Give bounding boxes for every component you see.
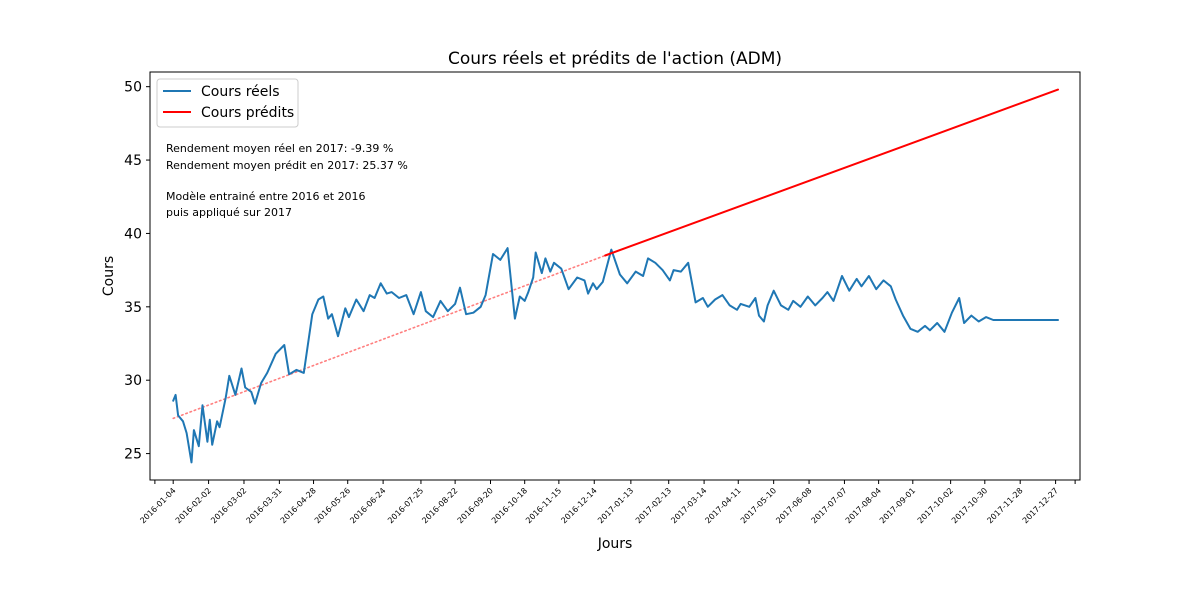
x-tick-label: 2017-06-08 <box>774 486 813 525</box>
x-tick-label: 2016-12-14 <box>559 486 598 525</box>
plot-frame <box>149 71 1081 481</box>
x-tick-label: 2017-12-27 <box>1021 486 1060 525</box>
annotation-training-period: Modèle entrainé entre 2016 et 2016 <box>166 190 366 203</box>
x-tick-label: 2017-10-30 <box>950 486 989 525</box>
y-tick-label: 30 <box>124 373 142 389</box>
legend-label-predicted: Cours prédits <box>201 105 294 121</box>
series-line-fit-trend <box>172 254 607 420</box>
y-tick-label: 50 <box>124 80 142 96</box>
annotation-applied-period: puis appliqué sur 2017 <box>166 206 292 219</box>
x-tick-label: 2017-05-10 <box>739 486 778 525</box>
x-tick-label: 2016-08-22 <box>420 486 459 525</box>
y-tick-label: 35 <box>124 300 142 316</box>
x-tick-label: 2017-04-11 <box>703 486 742 525</box>
y-tick-label: 45 <box>124 153 142 169</box>
y-axis: 25 30 35 40 45 50 <box>124 80 150 463</box>
x-tick-label: 2017-01-13 <box>596 486 635 525</box>
y-tick-label: 25 <box>124 447 142 463</box>
plot-area <box>150 72 1080 480</box>
annotation-predicted-return: Rendement moyen prédit en 2017: 25.37 % <box>166 159 408 172</box>
chart-title: Cours réels et prédits de l'action (ADM) <box>448 49 782 69</box>
x-tick-label: 2017-09-01 <box>878 486 917 525</box>
y-tick-label: 40 <box>124 226 142 242</box>
x-tick-label: 2016-05-26 <box>313 486 352 525</box>
legend-box <box>156 78 299 128</box>
series-line-predicted <box>604 88 1059 257</box>
legend-label-real: Cours réels <box>201 84 280 100</box>
annotation-block: Rendement moyen réel en 2017: -9.39 % Re… <box>166 142 408 219</box>
x-tick-label: 2017-02-13 <box>634 486 673 525</box>
series-layer <box>172 88 1059 464</box>
x-tick-label: 2016-03-02 <box>209 486 248 525</box>
x-axis: 2016-01-042016-02-022016-03-022016-03-31… <box>138 480 1076 525</box>
x-tick-label: 2016-01-04 <box>138 486 177 525</box>
y-axis-title: Cours <box>101 256 117 296</box>
x-tick-label: 2016-06-24 <box>348 486 387 525</box>
series-line-real <box>172 247 1059 464</box>
x-tick-label: 2017-11-28 <box>985 486 1024 525</box>
annotation-real-return: Rendement moyen réel en 2017: -9.39 % <box>166 142 393 155</box>
legend: Cours réels Cours prédits <box>156 78 299 128</box>
x-axis-title: Jours <box>597 536 633 552</box>
x-tick-label: 2016-02-02 <box>174 486 213 525</box>
x-tick-label: 2016-11-15 <box>524 486 563 525</box>
